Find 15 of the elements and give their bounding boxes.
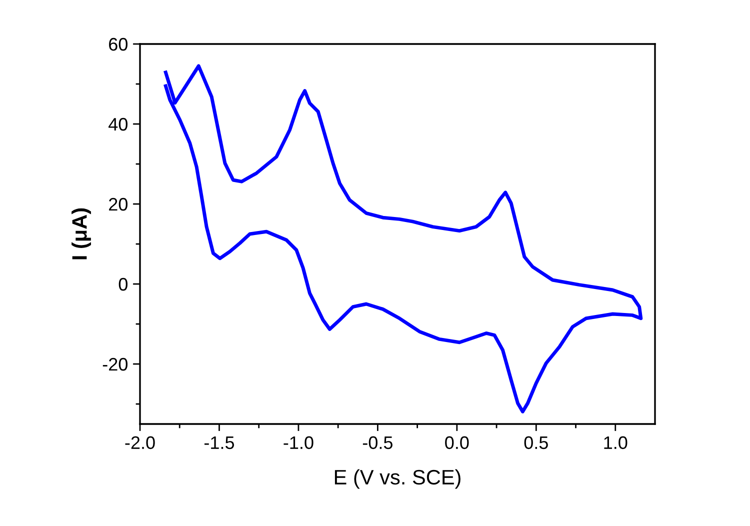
y-tick-label: 20: [109, 198, 128, 211]
x-tick-label: 1.0: [604, 436, 628, 450]
x-tick-label: -0.5: [362, 436, 392, 450]
x-tick-label: -2.0: [125, 436, 155, 450]
y-tick-label: 60: [109, 38, 128, 51]
x-axis-title: E (V vs. SCE): [334, 469, 460, 489]
line-series: [164, 64, 643, 414]
x-tick-label: -1.0: [284, 436, 314, 450]
x-tick-label: -1.5: [204, 436, 234, 450]
x-tick-label: 0.0: [445, 436, 469, 450]
y-tick-label: 40: [108, 118, 128, 131]
y-axis-title: I (μA): [72, 208, 91, 260]
x-tick-label: 0.5: [524, 436, 548, 450]
y-tick-label: -20: [102, 358, 128, 371]
y-tick-label: 0: [118, 278, 128, 291]
